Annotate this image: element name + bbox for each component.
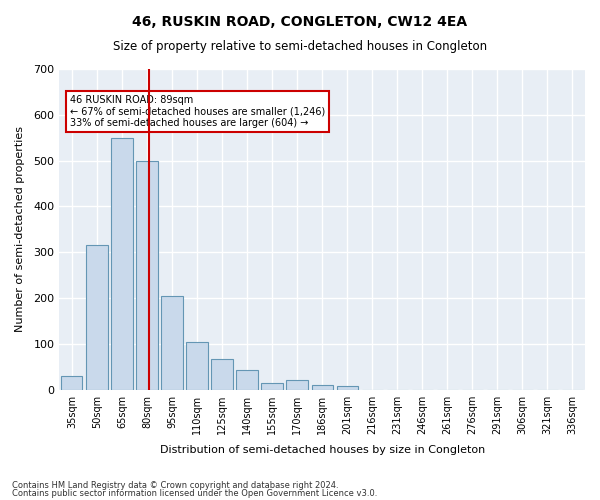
Bar — [211, 359, 233, 390]
Bar — [236, 370, 258, 390]
Bar — [161, 296, 182, 390]
Bar — [286, 380, 308, 390]
Bar — [111, 138, 133, 390]
Bar — [86, 246, 107, 390]
Text: 46 RUSKIN ROAD: 89sqm
← 67% of semi-detached houses are smaller (1,246)
33% of s: 46 RUSKIN ROAD: 89sqm ← 67% of semi-deta… — [70, 94, 325, 128]
Bar — [187, 342, 208, 390]
X-axis label: Distribution of semi-detached houses by size in Congleton: Distribution of semi-detached houses by … — [160, 445, 485, 455]
Bar — [262, 383, 283, 390]
Bar — [136, 160, 158, 390]
Bar — [337, 386, 358, 390]
Y-axis label: Number of semi-detached properties: Number of semi-detached properties — [15, 126, 25, 332]
Text: Contains HM Land Registry data © Crown copyright and database right 2024.: Contains HM Land Registry data © Crown c… — [12, 481, 338, 490]
Text: 46, RUSKIN ROAD, CONGLETON, CW12 4EA: 46, RUSKIN ROAD, CONGLETON, CW12 4EA — [133, 15, 467, 29]
Bar — [61, 376, 82, 390]
Bar — [311, 385, 333, 390]
Text: Contains public sector information licensed under the Open Government Licence v3: Contains public sector information licen… — [12, 488, 377, 498]
Text: Size of property relative to semi-detached houses in Congleton: Size of property relative to semi-detach… — [113, 40, 487, 53]
